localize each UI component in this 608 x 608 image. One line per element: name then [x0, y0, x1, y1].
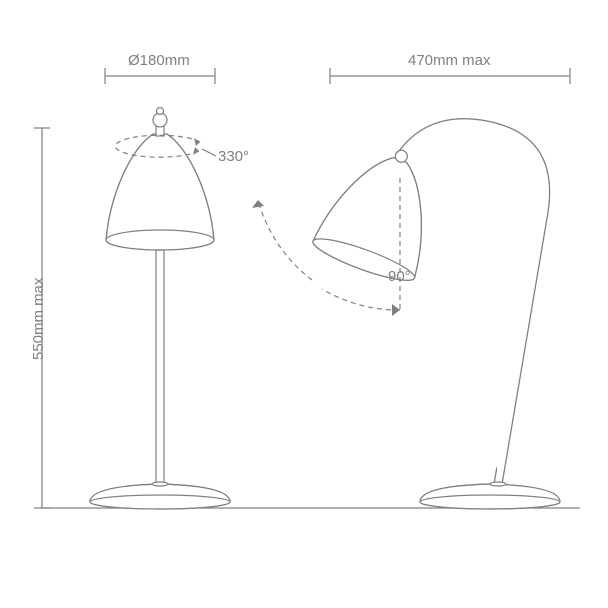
diagram-svg	[0, 0, 608, 608]
label-reach-max: 470mm max	[408, 52, 491, 69]
dim-reach-max	[330, 68, 570, 84]
label-tilt-angle: 90°	[388, 268, 411, 285]
lamp-stem-side	[397, 119, 550, 484]
label-shade-diameter: Ø180mm	[128, 52, 190, 69]
technical-drawing: Ø180mm 330° 550mm max 470mm max 90°	[0, 0, 608, 608]
label-rotation-angle: 330°	[218, 148, 249, 165]
lamp-stem-front	[156, 250, 164, 484]
lamp-finial	[153, 108, 167, 137]
lamp-front-view	[90, 108, 230, 510]
rotation-arrows	[193, 138, 200, 155]
rotation-leader	[202, 149, 216, 156]
label-height-max: 550mm max	[30, 277, 47, 360]
lamp-base-side	[420, 484, 560, 509]
lamp-base-front	[90, 484, 230, 509]
lamp-side-view	[252, 119, 560, 509]
